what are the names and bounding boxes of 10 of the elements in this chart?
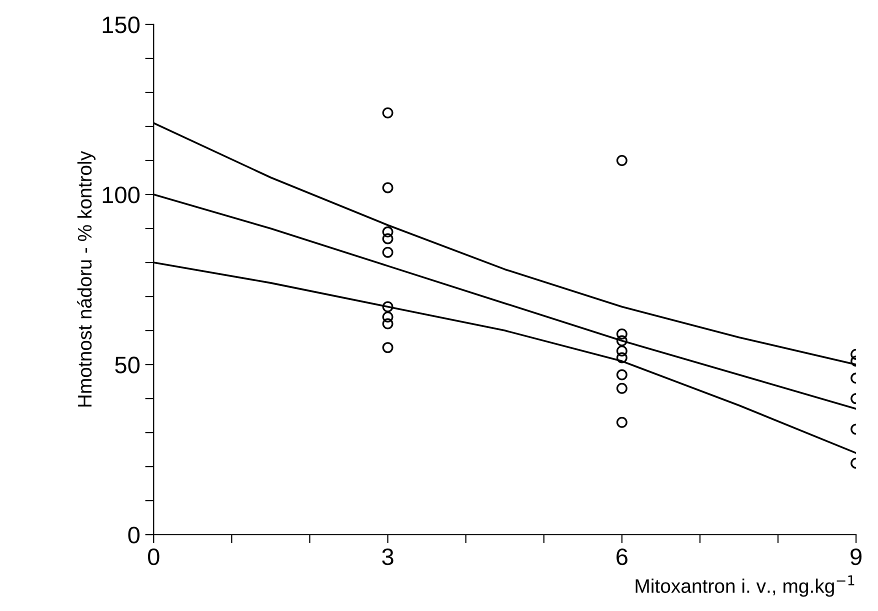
x-axis-title: Mitoxantron i. v., mg.kg$^{−1}$ [636, 575, 854, 597]
y-tick-label: 100 [102, 186, 140, 204]
y-tick-label: 150 [102, 16, 140, 34]
x-tick-label: 6 [616, 548, 628, 566]
x-tick-label: 0 [148, 548, 160, 566]
y-axis-title: Hmotnost nádoru - % kontroly [77, 150, 96, 407]
x-tick-label: 9 [850, 548, 862, 566]
y-tick-label: 50 [115, 356, 140, 374]
x-tick-label: 3 [382, 548, 394, 566]
y-tick-label: 0 [128, 526, 140, 544]
